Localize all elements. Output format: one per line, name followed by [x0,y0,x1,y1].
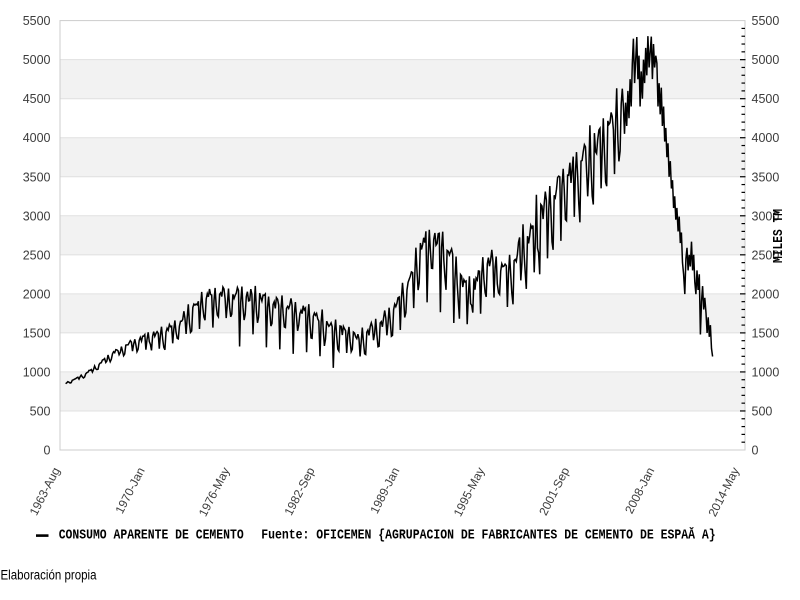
svg-text:1500: 1500 [752,326,780,340]
svg-text:1000: 1000 [23,365,51,379]
svg-text:Fuente: OFICEMEN {AGRUPACION D: Fuente: OFICEMEN {AGRUPACION DE FABRICAN… [261,528,716,544]
svg-text:500: 500 [752,405,773,419]
svg-text:MILES TM: MILES TM [772,209,787,263]
svg-text:2000: 2000 [752,287,780,301]
svg-text:4000: 4000 [23,131,51,145]
svg-text:2000: 2000 [23,287,51,301]
svg-text:5500: 5500 [752,14,780,28]
svg-text:1000: 1000 [752,365,780,379]
svg-text:1500: 1500 [23,326,51,340]
svg-text:3000: 3000 [23,209,51,223]
svg-text:0: 0 [752,444,759,458]
svg-text:0: 0 [44,444,51,458]
svg-text:500: 500 [30,405,51,419]
svg-text:5000: 5000 [23,53,51,67]
svg-text:3500: 3500 [23,170,51,184]
svg-text:2500: 2500 [752,248,780,262]
svg-text:4500: 4500 [23,92,51,106]
svg-text:CONSUMO APARENTE DE CEMENTO: CONSUMO APARENTE DE CEMENTO [59,529,244,544]
svg-text:4000: 4000 [752,131,780,145]
svg-text:2500: 2500 [23,248,51,262]
svg-text:3000: 3000 [752,209,780,223]
svg-text:5500: 5500 [23,14,51,28]
svg-text:4500: 4500 [752,92,780,106]
svg-text:Elaboración propia: Elaboración propia [1,568,97,583]
svg-text:3500: 3500 [752,170,780,184]
svg-text:5000: 5000 [752,53,780,67]
